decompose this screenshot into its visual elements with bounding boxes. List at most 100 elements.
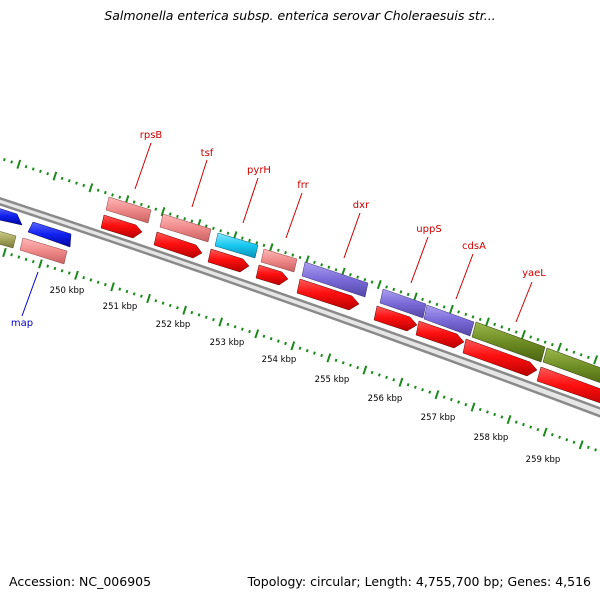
major-tick bbox=[88, 183, 94, 193]
minor-tick bbox=[197, 313, 201, 317]
minor-tick bbox=[233, 325, 237, 329]
genome-title: Salmonella enterica subsp. enterica sero… bbox=[104, 8, 496, 23]
minor-tick bbox=[421, 297, 424, 302]
minor-tick bbox=[478, 317, 482, 322]
minor-tick bbox=[536, 427, 540, 432]
minor-tick bbox=[320, 353, 324, 358]
gene-labels: map rpsB tsf pyrH frr dxr uppS cdsA yaeL bbox=[11, 130, 546, 329]
scale-label-254: 254 kbp bbox=[262, 355, 297, 365]
minor-tick bbox=[370, 370, 374, 375]
feature-cdsA[interactable] bbox=[423, 304, 475, 337]
minor-tick bbox=[442, 305, 446, 309]
cds-cdsA[interactable] bbox=[415, 320, 465, 349]
minor-tick bbox=[500, 325, 504, 329]
minor-tick bbox=[363, 277, 367, 282]
cds-red-2[interactable] bbox=[536, 366, 600, 407]
gene-label-cdsA[interactable]: cdsA bbox=[462, 241, 486, 252]
cds-dxr[interactable] bbox=[296, 278, 360, 311]
minor-tick bbox=[334, 268, 338, 272]
feature-uppS[interactable] bbox=[379, 288, 427, 319]
inner-tick-ring bbox=[2, 247, 597, 452]
label-leader-lines bbox=[21, 142, 533, 323]
gene-label-pyrH[interactable]: pyrH bbox=[247, 165, 271, 176]
minor-tick bbox=[493, 412, 497, 417]
minor-tick bbox=[313, 260, 316, 265]
minor-tick bbox=[96, 280, 100, 284]
minor-tick bbox=[82, 276, 86, 280]
minor-tick bbox=[385, 285, 388, 289]
minor-tick bbox=[168, 212, 172, 216]
minor-tick bbox=[428, 390, 432, 394]
minor-tick bbox=[464, 312, 468, 317]
feature-khaki[interactable] bbox=[0, 230, 17, 249]
feature-tsf-rna[interactable] bbox=[159, 213, 212, 243]
feature-yaeL[interactable] bbox=[471, 321, 546, 363]
major-tick bbox=[542, 427, 548, 437]
minor-tick bbox=[370, 280, 374, 284]
minor-tick bbox=[356, 365, 360, 370]
major-tick bbox=[485, 317, 490, 327]
gene-label-uppS[interactable]: uppS bbox=[416, 224, 441, 235]
minor-tick bbox=[291, 253, 295, 257]
minor-tick bbox=[377, 373, 381, 377]
minor-tick bbox=[536, 337, 540, 342]
minor-tick bbox=[493, 322, 497, 327]
minor-tick bbox=[269, 336, 273, 341]
major-tick bbox=[218, 317, 224, 327]
minor-tick bbox=[392, 378, 396, 382]
feature-pyrH-rna[interactable] bbox=[214, 232, 259, 259]
minor-tick bbox=[10, 160, 14, 164]
minor-tick bbox=[276, 248, 280, 252]
major-tick bbox=[448, 304, 454, 314]
minor-tick bbox=[341, 361, 345, 365]
minor-tick bbox=[457, 310, 461, 314]
cds-rpsB[interactable] bbox=[100, 214, 143, 239]
cds-uppS[interactable] bbox=[373, 305, 418, 332]
minor-tick bbox=[31, 167, 35, 171]
scale-label-256: 256 kbp bbox=[368, 394, 403, 404]
minor-tick bbox=[572, 440, 576, 444]
minor-tick bbox=[392, 287, 396, 292]
outer-tick-ring bbox=[3, 158, 599, 365]
minor-tick bbox=[298, 346, 302, 350]
feature-frr-rna[interactable] bbox=[260, 248, 298, 273]
minor-tick bbox=[125, 289, 129, 294]
minor-tick bbox=[543, 340, 547, 344]
feature-map-rna[interactable] bbox=[19, 237, 68, 265]
cds-tsf[interactable] bbox=[153, 231, 203, 259]
minor-tick bbox=[60, 176, 64, 180]
major-tick bbox=[326, 353, 332, 363]
feature-blue-1[interactable] bbox=[0, 207, 23, 226]
minor-tick bbox=[349, 363, 352, 367]
minor-tick bbox=[154, 299, 158, 303]
minor-tick bbox=[262, 243, 266, 248]
minor-tick bbox=[103, 282, 107, 287]
gene-label-yaeL[interactable]: yaeL bbox=[522, 268, 546, 279]
major-tick bbox=[254, 329, 260, 339]
minor-tick bbox=[421, 388, 424, 392]
major-tick bbox=[146, 293, 151, 304]
gene-label-dxr[interactable]: dxr bbox=[353, 200, 370, 211]
minor-tick bbox=[183, 217, 187, 221]
minor-tick bbox=[356, 275, 360, 279]
minor-tick bbox=[176, 306, 179, 310]
cds-yaeL[interactable] bbox=[462, 338, 538, 377]
gene-label-map[interactable]: map bbox=[11, 318, 33, 329]
minor-tick bbox=[190, 310, 194, 315]
minor-tick bbox=[464, 402, 468, 407]
minor-tick bbox=[154, 207, 158, 211]
minor-tick bbox=[17, 255, 21, 259]
major-tick bbox=[593, 355, 599, 365]
feature-blue-map[interactable] bbox=[27, 221, 72, 248]
feature-olive-2[interactable] bbox=[542, 347, 600, 387]
minor-tick bbox=[3, 158, 6, 162]
feature-rpsB-rna[interactable] bbox=[105, 196, 152, 224]
minor-tick bbox=[435, 302, 439, 307]
gene-label-frr[interactable]: frr bbox=[297, 180, 309, 191]
gene-label-tsf[interactable]: tsf bbox=[201, 148, 214, 159]
gene-label-rpsB[interactable]: rpsB bbox=[140, 130, 163, 141]
cds-frr[interactable] bbox=[255, 264, 289, 286]
feature-dxr[interactable] bbox=[301, 261, 369, 298]
cds-pyrH[interactable] bbox=[207, 248, 250, 273]
